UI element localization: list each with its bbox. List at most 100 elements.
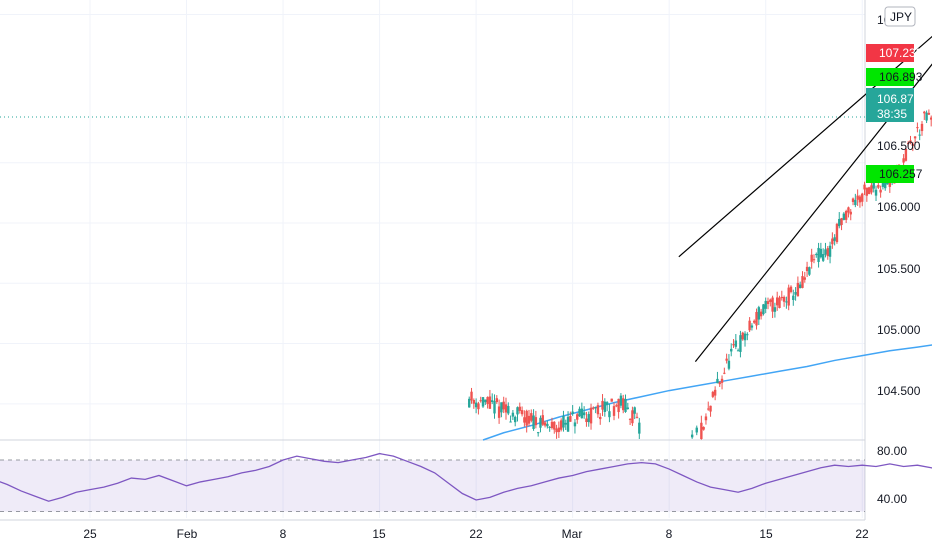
candle-body: [872, 181, 875, 189]
candle-body: [909, 140, 912, 142]
candle-body: [516, 407, 519, 415]
stop-price-badge: [866, 44, 914, 62]
candle-body: [736, 350, 740, 352]
candles[interactable]: [468, 108, 932, 440]
entry-price-label: 106.893: [879, 70, 923, 84]
candle-body: [543, 422, 547, 426]
candle-body: [472, 400, 476, 404]
candle-body: [495, 398, 499, 403]
candle-body: [877, 184, 880, 188]
rsi-tick: 80.00: [877, 444, 907, 458]
candle-body: [497, 406, 501, 418]
candle-body: [753, 320, 756, 323]
candle-body: [865, 187, 869, 196]
grid: [0, 0, 866, 521]
candle-body: [624, 398, 627, 412]
last-price-label: 106.879: [877, 92, 921, 106]
price-labels: 107.233 106.893 106.879 38:35 106.257: [866, 44, 923, 183]
candle-body: [504, 404, 508, 413]
candle-body: [587, 414, 590, 423]
candle-body: [854, 199, 857, 206]
candle-body: [702, 427, 705, 430]
countdown-label: 38:35: [877, 107, 907, 121]
target-price-badge: [866, 165, 914, 183]
candle-body: [555, 428, 558, 433]
candle-body: [700, 422, 703, 439]
rsi-band: [0, 460, 865, 512]
candle-body: [884, 178, 887, 189]
candle-body: [842, 213, 846, 220]
time-tick: 8: [666, 527, 673, 541]
candle-body: [527, 415, 531, 424]
candle-body: [536, 432, 540, 434]
moving-average-line: [482, 344, 932, 441]
candle-body: [803, 277, 806, 280]
time-tick: 22: [855, 527, 869, 541]
candle-body: [474, 402, 478, 408]
candle-body: [546, 423, 549, 427]
time-tick: 15: [759, 527, 773, 541]
candle-body: [622, 398, 625, 411]
candle-body: [787, 287, 790, 306]
candle-body: [904, 148, 908, 161]
candle-body: [916, 127, 919, 129]
candle-body: [789, 286, 793, 293]
time-tick: 8: [280, 527, 287, 541]
candle-body: [780, 296, 783, 299]
candle-body: [707, 408, 710, 410]
moving-average: [482, 344, 932, 441]
candle-body: [913, 136, 917, 139]
candle-body: [562, 415, 565, 428]
candle-body: [601, 400, 604, 410]
candle-body: [801, 276, 804, 288]
candle-body: [571, 411, 574, 415]
candle-body: [576, 414, 579, 420]
candle-body: [817, 247, 820, 262]
candle-body: [730, 348, 733, 352]
candle-body: [879, 189, 882, 193]
rsi-line: [0, 452, 932, 502]
candle-body: [520, 410, 524, 415]
candle-body: [821, 254, 825, 261]
candle-body: [810, 254, 813, 262]
candle-body: [523, 417, 526, 423]
candle-body: [564, 422, 567, 425]
candle-body: [861, 193, 864, 202]
candle-body: [718, 382, 721, 385]
candle-body: [507, 406, 510, 414]
candle-body: [838, 218, 841, 227]
currency-badge[interactable]: JPY: [884, 6, 916, 27]
candle-body: [923, 111, 926, 114]
candle-body: [773, 307, 777, 312]
candle-body: [695, 427, 698, 433]
candle-body: [578, 408, 581, 417]
candle-body: [713, 389, 717, 396]
candle-body: [626, 407, 630, 409]
candle-body: [858, 196, 862, 203]
candle-body: [509, 421, 512, 423]
price-tick: 105.500: [877, 262, 921, 276]
candle-body: [833, 237, 836, 241]
candle-body: [481, 397, 485, 407]
candle-body: [502, 401, 505, 410]
candle-body: [762, 304, 765, 315]
candle-body: [582, 412, 586, 416]
candle-body: [828, 245, 832, 257]
candle-body: [619, 395, 623, 406]
candle-body: [631, 410, 634, 424]
rsi-panel: [0, 452, 932, 513]
time-tick: Feb: [177, 527, 198, 541]
candle-body: [553, 421, 556, 430]
time-axis: 25 Feb 8 15 22 Mar 8 15 22: [83, 527, 869, 541]
candle-body: [690, 434, 694, 438]
candle-body: [720, 378, 724, 383]
candle-body: [525, 410, 528, 426]
candle-body: [603, 401, 607, 412]
candle-body: [573, 422, 577, 427]
candle-body: [559, 420, 563, 430]
candle-body: [918, 134, 921, 136]
candle-body: [548, 426, 551, 428]
candle-body: [569, 416, 572, 422]
candle-body: [635, 416, 639, 418]
candle-body: [704, 416, 708, 421]
